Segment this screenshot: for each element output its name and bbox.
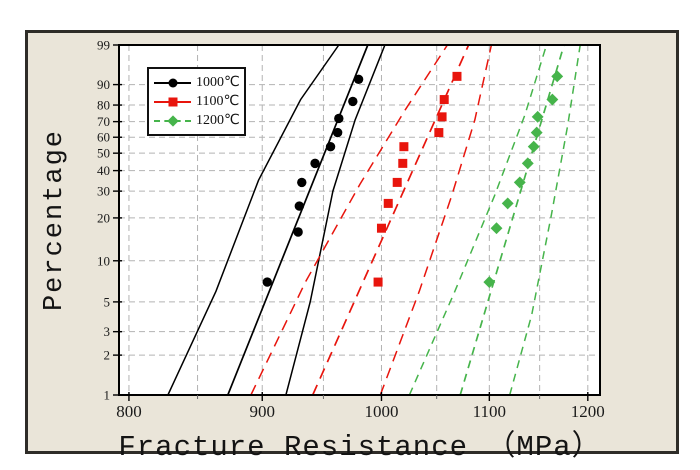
y-tick-label: 50: [97, 146, 110, 161]
circle-marker-icon: [168, 78, 177, 87]
square-marker-icon: [168, 97, 177, 106]
data-point-circle: [332, 127, 343, 138]
legend-item-1200c: 1200℃: [154, 111, 240, 130]
data-point-square: [383, 198, 393, 208]
legend-sample-green: [154, 114, 191, 128]
plot-border: [118, 44, 601, 396]
legend-label: 1200℃: [196, 113, 240, 128]
y-tick-label: 1: [104, 388, 111, 403]
legend-item-1000c: 1000℃: [154, 73, 240, 92]
data-point-square: [398, 158, 408, 168]
confidence-bound-square: [379, 44, 493, 396]
data-point-diamond: [521, 157, 534, 170]
legend-item-1100c: 1100℃: [154, 92, 240, 111]
data-point-circle: [297, 177, 307, 188]
y-tick-label: 5: [104, 294, 111, 309]
data-point-diamond: [530, 126, 543, 139]
data-point-circle: [262, 277, 272, 287]
data-point-circle: [294, 201, 305, 211]
confidence-bound-diamond: [408, 44, 548, 396]
data-point-circle: [310, 158, 320, 169]
y-tick-label: 80: [97, 98, 110, 113]
legend-label: 1000℃: [196, 75, 240, 90]
confidence-bound-square: [250, 44, 449, 396]
data-point-square: [399, 142, 409, 152]
fit-line-square: [311, 44, 470, 396]
y-tick-label: 3: [104, 324, 111, 339]
legend: 1000℃ 1100℃ 1200℃: [147, 67, 246, 136]
confidence-bound-circle: [167, 44, 340, 396]
confidence-bound-diamond: [508, 44, 581, 396]
x-tick-label: 1000: [364, 402, 398, 421]
y-axis-title: Percentage: [32, 45, 78, 395]
y-tick-label: 90: [97, 77, 110, 92]
data-point-square: [452, 71, 462, 81]
data-point-square: [373, 277, 383, 287]
y-tick-label: 30: [97, 184, 110, 199]
fit-line-diamond: [459, 44, 565, 396]
legend-label: 1100℃: [196, 94, 240, 109]
x-tick-label: 900: [249, 402, 275, 421]
fit-line-circle: [227, 44, 369, 396]
data-point-circle: [334, 113, 344, 124]
y-tick-label: 60: [97, 130, 110, 145]
data-point-square: [437, 112, 447, 122]
data-point-circle: [353, 74, 364, 85]
legend-sample-black: [154, 76, 191, 90]
data-point-diamond: [483, 276, 496, 289]
data-point-square: [392, 177, 402, 187]
data-point-square: [434, 128, 444, 138]
y-axis-title-text: Percentage: [40, 128, 70, 312]
data-point-circle: [325, 141, 336, 152]
y-tick-label: 2: [104, 348, 111, 363]
data-point-square: [376, 223, 386, 233]
diamond-marker-icon: [166, 114, 179, 127]
y-tick-label: 40: [97, 163, 110, 178]
y-tick-label: 20: [97, 210, 110, 225]
x-tick-label: 1100: [473, 402, 506, 421]
data-point-square: [439, 95, 449, 105]
x-tick-label: 1200: [571, 402, 605, 421]
y-tick-label: 99: [97, 38, 110, 53]
x-axis-title: Fracture Resistance （MPa）: [118, 431, 602, 464]
x-tick-label: 800: [116, 402, 142, 421]
y-tick-label: 10: [97, 253, 110, 268]
data-point-circle: [348, 96, 358, 107]
legend-sample-red: [154, 95, 191, 109]
y-tick-label: 70: [97, 114, 110, 129]
data-point-circle: [293, 227, 303, 237]
confidence-bound-circle: [285, 44, 386, 396]
